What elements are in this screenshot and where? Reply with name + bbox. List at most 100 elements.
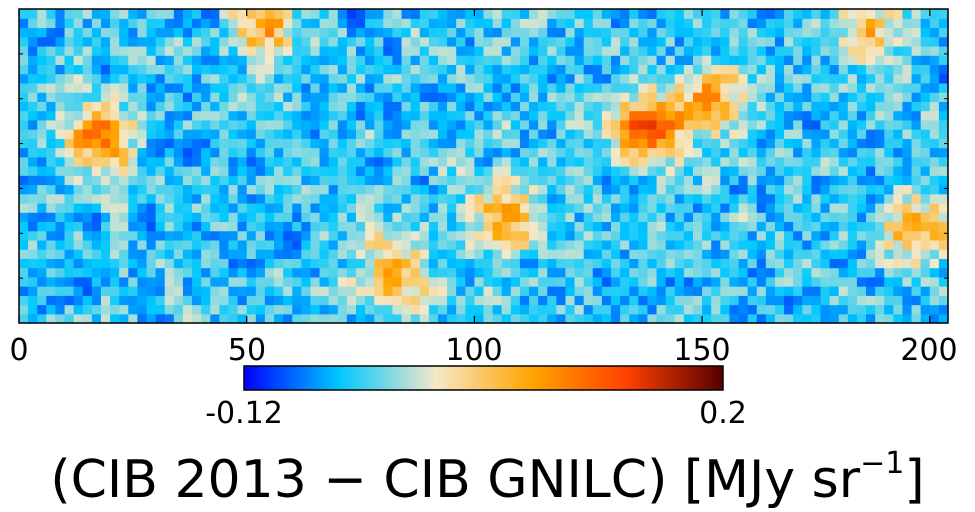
heatmap-cell bbox=[784, 184, 794, 195]
heatmap-cell bbox=[920, 249, 931, 259]
heatmap-cell bbox=[501, 45, 512, 56]
heatmap-cell bbox=[119, 249, 129, 259]
heatmap-cell bbox=[638, 45, 649, 56]
heatmap-cell bbox=[100, 129, 111, 139]
heatmap-cell bbox=[847, 138, 858, 149]
heatmap-cell bbox=[355, 64, 366, 75]
heatmap-cell bbox=[665, 258, 676, 269]
heatmap-cell bbox=[19, 276, 29, 287]
heatmap-cell bbox=[328, 27, 339, 38]
heatmap-cell bbox=[401, 110, 412, 121]
heatmap-cell bbox=[711, 110, 721, 121]
heatmap-cell bbox=[565, 166, 576, 176]
heatmap-cell bbox=[565, 239, 576, 250]
heatmap-cell bbox=[164, 249, 175, 259]
heatmap-cell bbox=[419, 138, 430, 149]
heatmap-cell bbox=[547, 286, 557, 296]
heatmap-cell bbox=[565, 101, 576, 112]
heatmap-cell bbox=[519, 258, 530, 269]
heatmap-cell bbox=[629, 239, 639, 250]
heatmap-cell bbox=[838, 304, 849, 315]
heatmap-cell bbox=[674, 230, 685, 241]
heatmap-cell bbox=[283, 313, 293, 324]
heatmap-cell bbox=[765, 249, 776, 259]
heatmap-cell bbox=[811, 64, 822, 75]
heatmap-cell bbox=[91, 27, 102, 38]
heatmap-cell bbox=[793, 276, 803, 287]
heatmap-cell bbox=[19, 239, 29, 250]
heatmap-cell bbox=[556, 221, 567, 232]
heatmap-cell bbox=[856, 45, 867, 56]
heatmap-cell bbox=[838, 55, 849, 66]
heatmap-cell bbox=[246, 45, 257, 56]
heatmap-cell bbox=[155, 101, 166, 112]
heatmap-cell bbox=[556, 249, 567, 259]
heatmap-cell bbox=[556, 27, 567, 38]
heatmap-cell bbox=[146, 18, 157, 29]
heatmap-cell bbox=[228, 286, 239, 296]
heatmap-cell bbox=[902, 230, 913, 241]
heatmap-cell bbox=[556, 36, 567, 47]
heatmap-cell bbox=[410, 304, 421, 315]
heatmap-cell bbox=[538, 147, 548, 158]
heatmap-cell bbox=[46, 258, 57, 269]
heatmap-cell bbox=[19, 249, 29, 259]
heatmap-cell bbox=[155, 73, 166, 84]
heatmap-cell bbox=[747, 45, 758, 56]
heatmap-cell bbox=[383, 73, 394, 84]
heatmap-cell bbox=[365, 184, 375, 195]
heatmap-cell bbox=[720, 313, 731, 324]
heatmap-cell bbox=[274, 138, 284, 149]
heatmap-cell bbox=[601, 193, 612, 204]
heatmap-cell bbox=[37, 267, 47, 278]
heatmap-cell bbox=[474, 230, 485, 241]
heatmap-cell bbox=[437, 73, 448, 84]
heatmap-cell bbox=[656, 27, 667, 38]
heatmap-cell bbox=[665, 18, 676, 29]
heatmap-cell bbox=[765, 147, 776, 158]
heatmap-cell bbox=[529, 82, 539, 93]
heatmap-cell bbox=[592, 221, 603, 232]
heatmap-cell bbox=[155, 9, 166, 19]
heatmap-cell bbox=[164, 64, 175, 75]
heatmap-cell bbox=[774, 110, 785, 121]
heatmap-cell bbox=[447, 221, 457, 232]
heatmap-cell bbox=[692, 101, 703, 112]
heatmap-cell bbox=[255, 276, 266, 287]
heatmap-cell bbox=[875, 18, 885, 29]
heatmap-cell bbox=[538, 9, 548, 19]
heatmap-cell bbox=[911, 119, 922, 130]
heatmap-cell bbox=[711, 175, 721, 186]
heatmap-cell bbox=[774, 64, 785, 75]
heatmap-cell bbox=[255, 138, 266, 149]
heatmap-cell bbox=[310, 138, 321, 149]
heatmap-cell bbox=[82, 221, 93, 232]
heatmap-cell bbox=[374, 101, 384, 112]
heatmap-cell bbox=[501, 36, 512, 47]
heatmap-cell bbox=[474, 36, 485, 47]
heatmap-cell bbox=[383, 258, 394, 269]
heatmap-cell bbox=[19, 110, 29, 121]
heatmap-cell bbox=[820, 73, 831, 84]
heatmap-cell bbox=[829, 156, 840, 167]
heatmap-cell bbox=[55, 212, 66, 223]
heatmap-cell bbox=[929, 313, 940, 324]
heatmap-cell bbox=[683, 313, 694, 324]
heatmap-cell bbox=[702, 304, 712, 315]
heatmap-cell bbox=[938, 9, 949, 19]
heatmap-cell bbox=[137, 18, 148, 29]
heatmap-cell bbox=[702, 313, 712, 324]
heatmap-cell bbox=[255, 212, 266, 223]
heatmap-cell bbox=[355, 295, 366, 306]
heatmap-cell bbox=[283, 258, 293, 269]
heatmap-cell bbox=[292, 239, 302, 250]
heatmap-cell bbox=[893, 202, 904, 213]
heatmap-cell bbox=[137, 230, 148, 241]
heatmap-cell bbox=[938, 55, 949, 66]
heatmap-cell bbox=[784, 202, 794, 213]
heatmap-cell bbox=[355, 184, 366, 195]
heatmap-cell bbox=[556, 258, 567, 269]
heatmap-cell bbox=[346, 64, 357, 75]
heatmap-cell bbox=[592, 184, 603, 195]
heatmap-cell bbox=[374, 129, 384, 139]
